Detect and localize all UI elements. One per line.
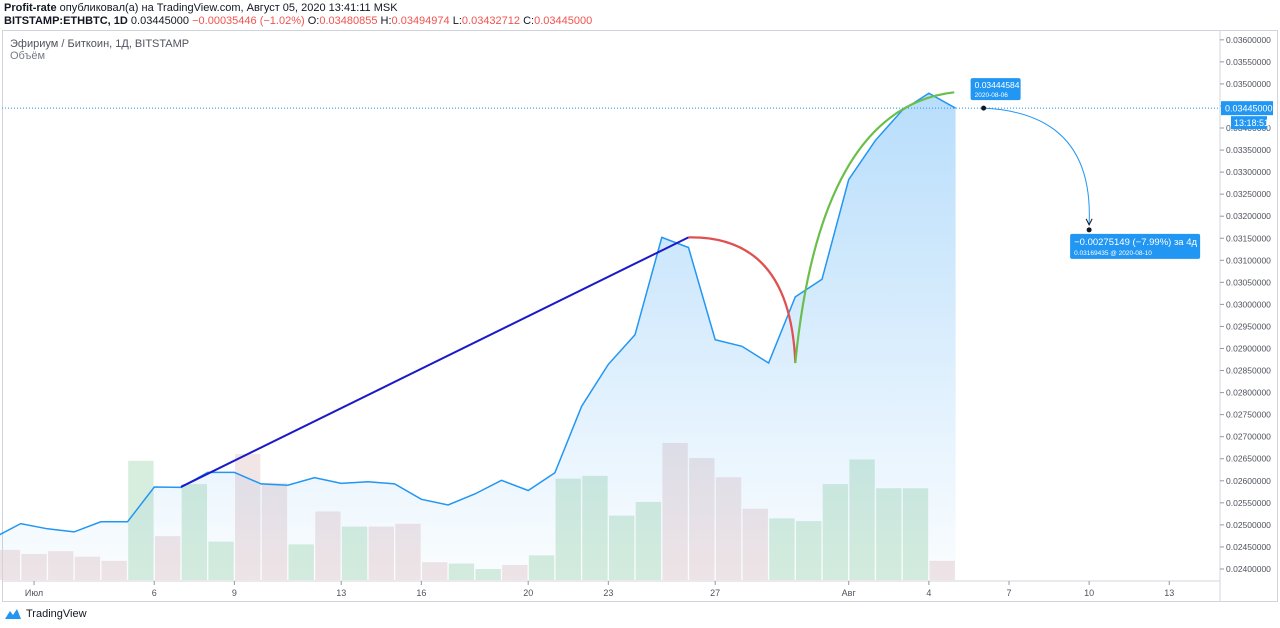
- high-label: H:: [380, 15, 392, 27]
- tradingview-logo-icon: [5, 609, 21, 619]
- published-text: опубликовал(а) на TradingView.com, Авгус…: [59, 2, 398, 14]
- last-price: 0.03445000: [130, 15, 190, 27]
- open-value: 0.03480855: [319, 15, 378, 27]
- y-tick-label: 0.02600000: [1226, 476, 1271, 486]
- price-area-fill: [0, 93, 956, 580]
- y-tick-label: 0.03050000: [1226, 277, 1271, 287]
- x-tick-label: 16: [416, 588, 426, 598]
- header-line-1: Profit-rate опубликовал(а) на TradingVie…: [4, 2, 398, 14]
- projection-arrowhead: [1085, 218, 1093, 226]
- x-tick-label: 27: [710, 588, 720, 598]
- footer-brand[interactable]: TradingView: [26, 608, 87, 620]
- last-price-badge-text: 0.03445000: [1225, 104, 1273, 114]
- y-tick-label: 0.03100000: [1226, 255, 1271, 265]
- y-tick-label: 0.03350000: [1226, 145, 1271, 155]
- projection-start-price: 0.03444584: [975, 80, 1020, 90]
- y-tick-label: 0.03600000: [1226, 35, 1271, 45]
- projection-end-label-bg: [1070, 233, 1201, 259]
- y-tick-label: 0.03550000: [1226, 57, 1271, 67]
- y-tick-label: 0.02850000: [1226, 366, 1271, 376]
- x-tick-label: Июл: [25, 588, 43, 598]
- projection-curve: [983, 107, 1090, 224]
- close-label: C:: [523, 15, 535, 27]
- y-tick-label: 0.02650000: [1226, 454, 1271, 464]
- chart-title: Эфириум / Биткоин, 1Д, BITSTAMP: [10, 38, 189, 50]
- y-tick-label: 0.02950000: [1226, 321, 1271, 331]
- projection-start-dot: [981, 105, 987, 111]
- price-change: −0.00035446 (−1.02%): [192, 15, 305, 27]
- y-tick-label: 0.02750000: [1226, 410, 1271, 420]
- y-tick-label: 0.02500000: [1226, 520, 1271, 530]
- y-tick-label: 0.03300000: [1226, 167, 1271, 177]
- y-tick-label: 0.03150000: [1226, 233, 1271, 243]
- symbol-interval: BITSTAMP:ETHBTC, 1D: [4, 15, 128, 27]
- x-tick-label: 7: [1006, 588, 1011, 598]
- y-tick-label: 0.02900000: [1226, 343, 1271, 353]
- price-line: [0, 92, 956, 536]
- volume-legend: Объём: [10, 50, 45, 62]
- green-arc: [794, 91, 955, 364]
- x-tick-label: 10: [1084, 588, 1094, 598]
- countdown-badge: [1231, 116, 1267, 130]
- x-tick-label: 20: [523, 588, 533, 598]
- high-value: 0.03494974: [391, 15, 450, 27]
- countdown-text: 13:18:51: [1234, 118, 1269, 128]
- x-tick-label: Авг: [842, 588, 857, 598]
- projection-end-target: 0.03169435 @ 2020-08-10: [1074, 250, 1152, 257]
- header-line-2: BITSTAMP:ETHBTC, 1D 0.03445000 −0.000354…: [4, 15, 592, 27]
- chart-frame: [2, 30, 1278, 602]
- projection-start-label-bg: [970, 78, 1021, 101]
- close-value: 0.03445000: [534, 15, 593, 27]
- y-tick-label: 0.03000000: [1226, 299, 1271, 309]
- red-arc: [688, 236, 797, 364]
- projection-end-dot: [1086, 227, 1092, 233]
- y-tick-label: 0.03250000: [1226, 189, 1271, 199]
- x-tick-label: 23: [603, 588, 613, 598]
- projection-start-date: 2020-08-06: [975, 92, 1009, 99]
- projection-end-change: −0.00275149 (−7.99%) за 4д: [1074, 237, 1197, 248]
- y-tick-label: 0.02700000: [1226, 432, 1271, 442]
- x-tick-label: 13: [1164, 588, 1174, 598]
- author-name[interactable]: Profit-rate: [4, 2, 57, 14]
- open-label: O:: [307, 15, 320, 27]
- x-tick-label: 6: [152, 588, 157, 598]
- y-tick-label: 0.02550000: [1226, 498, 1271, 508]
- x-tick-label: 13: [336, 588, 346, 598]
- y-tick-label: 0.03500000: [1226, 79, 1271, 89]
- x-tick-label: 4: [926, 588, 931, 598]
- low-value: 0.03432712: [461, 15, 521, 27]
- y-tick-label: 0.02450000: [1226, 542, 1271, 552]
- y-tick-label: 0.03200000: [1226, 211, 1271, 221]
- low-label: L:: [452, 15, 462, 27]
- trend-line: [180, 236, 689, 488]
- last-price-badge: [1221, 101, 1273, 116]
- footer: TradingView: [4, 608, 87, 620]
- y-tick-label: 0.02800000: [1226, 388, 1271, 398]
- y-tick-label: 0.02400000: [1226, 564, 1271, 574]
- x-tick-label: 9: [232, 588, 237, 598]
